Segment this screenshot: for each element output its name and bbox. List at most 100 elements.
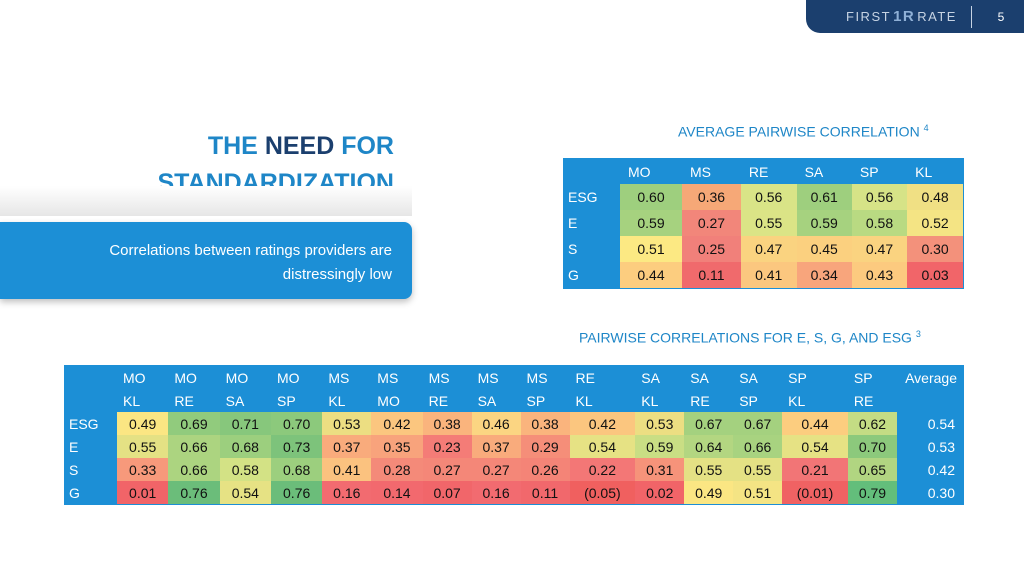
logo-text-first: FIRST [846, 9, 892, 24]
table1-col-header: MO [628, 163, 651, 180]
table1-row: S 0.51 0.25 0.47 0.45 0.47 0.30 [564, 236, 964, 262]
table2-col-header-bottom: SA [477, 392, 497, 409]
table1-cell: 0.47 [851, 236, 908, 262]
table2-col-header-top: MO [174, 369, 197, 386]
table2-cell: 0.01 [117, 481, 169, 505]
table2-cell: 0.67 [733, 412, 783, 435]
table2-cell: 0.07 [422, 481, 472, 505]
table2-row: ESG 0.49 0.69 0.71 0.70 0.53 0.42 0.38 0… [65, 412, 964, 435]
table2-cell: 0.22 [569, 458, 636, 481]
table2-cell: 0.49 [117, 412, 169, 435]
table1-cell: 0.27 [682, 210, 741, 236]
pairwise-correlation-table: MO MO MO MO MS MS MS MS MS RE SA SA SA S… [64, 365, 964, 505]
table2-cell: 0.42 [371, 412, 423, 435]
table1-cell: 0.47 [740, 236, 797, 262]
table1-cell: 0.55 [740, 210, 797, 236]
table2-cell: 0.76 [270, 481, 323, 505]
table2-cell: 0.46 [471, 412, 521, 435]
table1-corner [564, 159, 621, 185]
table2-row: G 0.01 0.76 0.54 0.76 0.16 0.14 0.07 0.1… [65, 481, 964, 505]
table2-average-header-blank [897, 389, 964, 412]
header-bar [806, 0, 1024, 33]
table1-row: E 0.59 0.27 0.55 0.59 0.58 0.52 [564, 210, 964, 236]
table1-row: ESG 0.60 0.36 0.56 0.61 0.56 0.48 [564, 184, 964, 210]
table2-col-header-top: MO [225, 369, 249, 386]
table1-cell: 0.43 [851, 262, 908, 289]
table2-header-row-bottom: KL RE SA SP KL MO RE SA SP KL KL RE SP K… [65, 389, 964, 412]
table1-cell: 0.59 [796, 210, 852, 236]
table2-cell: 0.62 [847, 412, 897, 435]
table2-col-header-top: MO [276, 369, 300, 386]
table2-average-cell: 0.42 [927, 461, 955, 478]
table2-col-header-top: MS [377, 369, 399, 386]
table1-col-header: SP [859, 163, 879, 180]
table2-cell: 0.23 [422, 435, 472, 458]
table2-cell: 0.58 [219, 458, 271, 481]
table2-col-header-top: SA [641, 369, 660, 386]
table2-col-header-top: MS [526, 369, 548, 386]
table1-cell: 0.56 [740, 184, 797, 210]
table2-cell: 0.71 [219, 412, 271, 435]
table2-cell: 0.70 [270, 412, 323, 435]
table2-cell: 0.66 [168, 458, 220, 481]
table2-average-header: Average [905, 369, 957, 386]
table2-cell: 0.53 [635, 412, 685, 435]
table2-row: S 0.33 0.66 0.58 0.68 0.41 0.28 0.27 0.2… [65, 458, 964, 481]
table2-col-header-top: MS [428, 369, 450, 386]
table2-row: E 0.55 0.66 0.68 0.73 0.37 0.35 0.23 0.3… [65, 435, 964, 458]
table1-cell: 0.58 [851, 210, 908, 236]
table2-cell: 0.27 [422, 458, 472, 481]
average-correlation-table: MO MS RE SA SP KL ESG 0.60 0.36 0.56 0.6… [563, 158, 964, 289]
table2-col-header-bottom: KL [788, 392, 806, 409]
table2-col-header-top: RE [575, 369, 595, 386]
table1-cell: 0.41 [740, 262, 797, 289]
table2-caption-text: PAIRWISE CORRELATIONS FOR E, S, G, AND E… [579, 329, 912, 346]
table2-col-header-bottom: SP [739, 392, 758, 409]
table2-cell: 0.68 [270, 458, 323, 481]
table2-col-header-bottom: KL [575, 392, 593, 409]
title-shadow-band [0, 186, 412, 216]
table2-cell: 0.14 [371, 481, 423, 505]
table2-cell: 0.16 [471, 481, 521, 505]
table2-col-header-bottom: SP [276, 392, 296, 409]
table2-cell: 0.54 [782, 435, 848, 458]
table2-header-row-top: MO MO MO MO MS MS MS MS MS RE SA SA SA S… [65, 366, 964, 390]
table2-cell: 0.69 [168, 412, 220, 435]
table2-col-header-bottom: SA [225, 392, 245, 409]
table1-cell: 0.36 [682, 184, 741, 210]
table2-cell: 0.54 [569, 435, 636, 458]
table1-cell: 0.51 [620, 236, 683, 262]
table1-row: G 0.44 0.11 0.41 0.34 0.43 0.03 [564, 262, 964, 289]
table1-cell: 0.45 [796, 236, 852, 262]
table2-average-cell: 0.54 [927, 415, 955, 432]
table2-col-header-top: SA [739, 369, 758, 386]
table1-caption-text: AVERAGE PAIRWISE CORRELATION [678, 123, 920, 140]
table2-cell: 0.55 [733, 458, 783, 481]
table2-cell: (0.05) [569, 481, 636, 505]
table2-cell: 0.68 [219, 435, 271, 458]
table1-col-header: KL [915, 163, 933, 180]
table2-col-header-top: SP [788, 369, 807, 386]
table2-col-header-bottom: KL [328, 392, 346, 409]
table1-cell: 0.30 [907, 236, 964, 262]
table2-row-label: E [69, 438, 79, 455]
callout-line-2: distressingly low [282, 266, 392, 283]
title-word-need: NEED [264, 132, 342, 160]
table2-cell: 0.53 [322, 412, 372, 435]
table2-col-header-bottom: SP [526, 392, 546, 409]
table2-cell: 0.35 [371, 435, 423, 458]
table2-caption: PAIRWISE CORRELATIONS FOR E, S, G, AND E… [579, 329, 921, 346]
table2-col-header-bottom: RE [853, 392, 874, 409]
table2-cell: 0.38 [422, 412, 472, 435]
table2-cell: 0.02 [635, 481, 685, 505]
table2-col-header-top: MS [477, 369, 499, 386]
table2-cell: 0.67 [684, 412, 734, 435]
table1-row-label: S [568, 241, 578, 257]
callout-text: Correlations between ratings providers a… [32, 239, 392, 287]
table1-header-row: MO MS RE SA SP KL [564, 159, 964, 185]
table2-cell: 0.66 [733, 435, 783, 458]
table2-col-header-top: SP [853, 369, 873, 386]
table2-col-header-bottom: MO [377, 392, 400, 409]
table2-cell: 0.64 [684, 435, 734, 458]
table2-caption-footnote: 3 [915, 329, 921, 339]
